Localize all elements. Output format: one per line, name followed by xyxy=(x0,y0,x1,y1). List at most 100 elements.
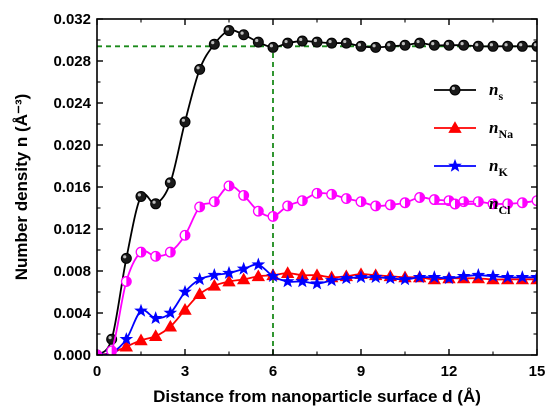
legend-label-ns: ns xyxy=(489,80,503,103)
data-point-nna xyxy=(207,278,222,291)
data-point-nna xyxy=(163,319,178,332)
data-point-nk xyxy=(368,270,383,284)
data-point-ns xyxy=(238,29,250,41)
legend-item-ncl: nCl xyxy=(434,194,511,217)
reference-lines xyxy=(97,45,537,355)
data-point-ncl xyxy=(164,246,176,258)
data-point-ns xyxy=(326,37,338,49)
data-point-ncl xyxy=(399,197,411,209)
data-point-ns xyxy=(150,198,162,210)
data-point-ncl xyxy=(384,199,396,211)
data-point-ns xyxy=(472,40,484,52)
legend-label-sub: s xyxy=(498,89,503,103)
data-point-nk xyxy=(295,274,310,288)
data-point-ncl xyxy=(179,229,191,241)
data-point-nk xyxy=(207,268,222,282)
data-point-ncl xyxy=(267,210,279,222)
y-tick-label: 0.032 xyxy=(53,11,91,28)
data-point-nk xyxy=(119,332,134,346)
y-axis: 0.000 0.004 0.008 0.012 0.016 0.020 0.024 0.028… xyxy=(53,11,537,364)
x-tick-label: 6 xyxy=(269,363,277,380)
data-point-ncl xyxy=(97,349,103,355)
data-point-nna xyxy=(192,287,207,300)
data-point-ncl xyxy=(370,200,382,212)
data-point-ncl xyxy=(223,180,235,192)
x-tick-label: 9 xyxy=(357,363,365,380)
data-point-ns xyxy=(399,39,411,51)
data-point-ncl xyxy=(531,195,537,207)
data-point-ns xyxy=(179,116,191,128)
data-point-ns xyxy=(311,36,323,48)
data-point-nna xyxy=(148,329,163,342)
legend-label-nna: nNa xyxy=(489,118,513,141)
data-point-ncl xyxy=(194,201,206,213)
legend-label-ncl: nCl xyxy=(489,194,511,217)
y-tick-label: 0.012 xyxy=(53,221,91,238)
legend-label-main: n xyxy=(489,118,498,137)
data-point-nk xyxy=(354,270,368,284)
data-point-nk xyxy=(339,271,354,285)
y-axis-title: Number density n (Å⁻³) xyxy=(12,94,31,281)
legend-item-ns: ns xyxy=(434,80,503,103)
data-point-nk xyxy=(427,270,442,284)
data-point-ns xyxy=(194,63,206,75)
data-point-ns xyxy=(282,37,294,49)
data-point-ns xyxy=(414,37,426,49)
data-point-ns xyxy=(502,40,514,52)
data-point-ncl xyxy=(487,198,499,210)
x-axis-title: Distance from nanoparticle surface d (Å) xyxy=(153,387,481,406)
data-point-nk xyxy=(398,272,412,286)
data-point-ns xyxy=(208,38,220,50)
data-point-nk xyxy=(222,265,236,279)
y-tick-label: 0.028 xyxy=(53,53,91,70)
legend-label-main: n xyxy=(489,156,498,175)
x-axis: 0 3 6 9 12 15 xyxy=(93,19,546,380)
data-point-nk xyxy=(515,270,530,284)
data-point-ns xyxy=(443,39,455,51)
x-tick-label: 15 xyxy=(529,363,546,380)
data-point-nk xyxy=(442,271,456,285)
y-tick-label: 0.008 xyxy=(53,263,91,280)
data-point-ncl xyxy=(252,205,264,217)
data-point-ns xyxy=(516,40,528,52)
data-point-nk xyxy=(383,271,398,285)
data-point-nna xyxy=(119,339,134,352)
data-point-ns xyxy=(340,37,352,49)
data-point-ns xyxy=(458,39,470,51)
data-point-nna xyxy=(251,269,266,282)
data-point-ns xyxy=(428,39,440,51)
data-point-ncl xyxy=(414,192,426,203)
data-point-ns xyxy=(487,40,499,52)
data-point-ns xyxy=(355,40,367,52)
data-point-nna xyxy=(236,272,251,285)
data-point-nk xyxy=(324,273,339,287)
data-point-nk xyxy=(530,270,537,284)
data-point-ncl xyxy=(326,188,338,200)
data-point-nk xyxy=(500,270,515,284)
data-point-nk xyxy=(134,303,148,317)
data-point-ns xyxy=(531,40,537,52)
data-point-ncl xyxy=(472,196,484,208)
data-point-ncl xyxy=(428,194,440,206)
y-tick-label: 0.024 xyxy=(53,95,91,112)
legend-marker-nk xyxy=(448,158,462,172)
legend-label-sub: K xyxy=(498,165,508,179)
data-point-ns xyxy=(120,252,132,264)
data-point-nna xyxy=(134,333,148,346)
y-tick-label: 0.000 xyxy=(53,347,91,364)
legend-item-nk: nK xyxy=(434,156,508,179)
data-point-nk xyxy=(178,284,192,298)
data-point-nk xyxy=(236,261,251,275)
data-point-ncl xyxy=(135,246,147,258)
data-point-nk xyxy=(163,305,178,319)
data-point-nk xyxy=(486,269,500,283)
data-point-ncl xyxy=(516,197,528,209)
legend-marker-nna xyxy=(448,121,462,133)
legend-marker-ns xyxy=(449,84,461,96)
data-point-ncl xyxy=(355,196,367,208)
data-point-ns xyxy=(267,41,279,53)
data-point-nna xyxy=(178,303,192,315)
legend-label-sub: Na xyxy=(498,127,513,141)
series-ns xyxy=(97,25,537,355)
data-point-ns xyxy=(296,35,308,47)
